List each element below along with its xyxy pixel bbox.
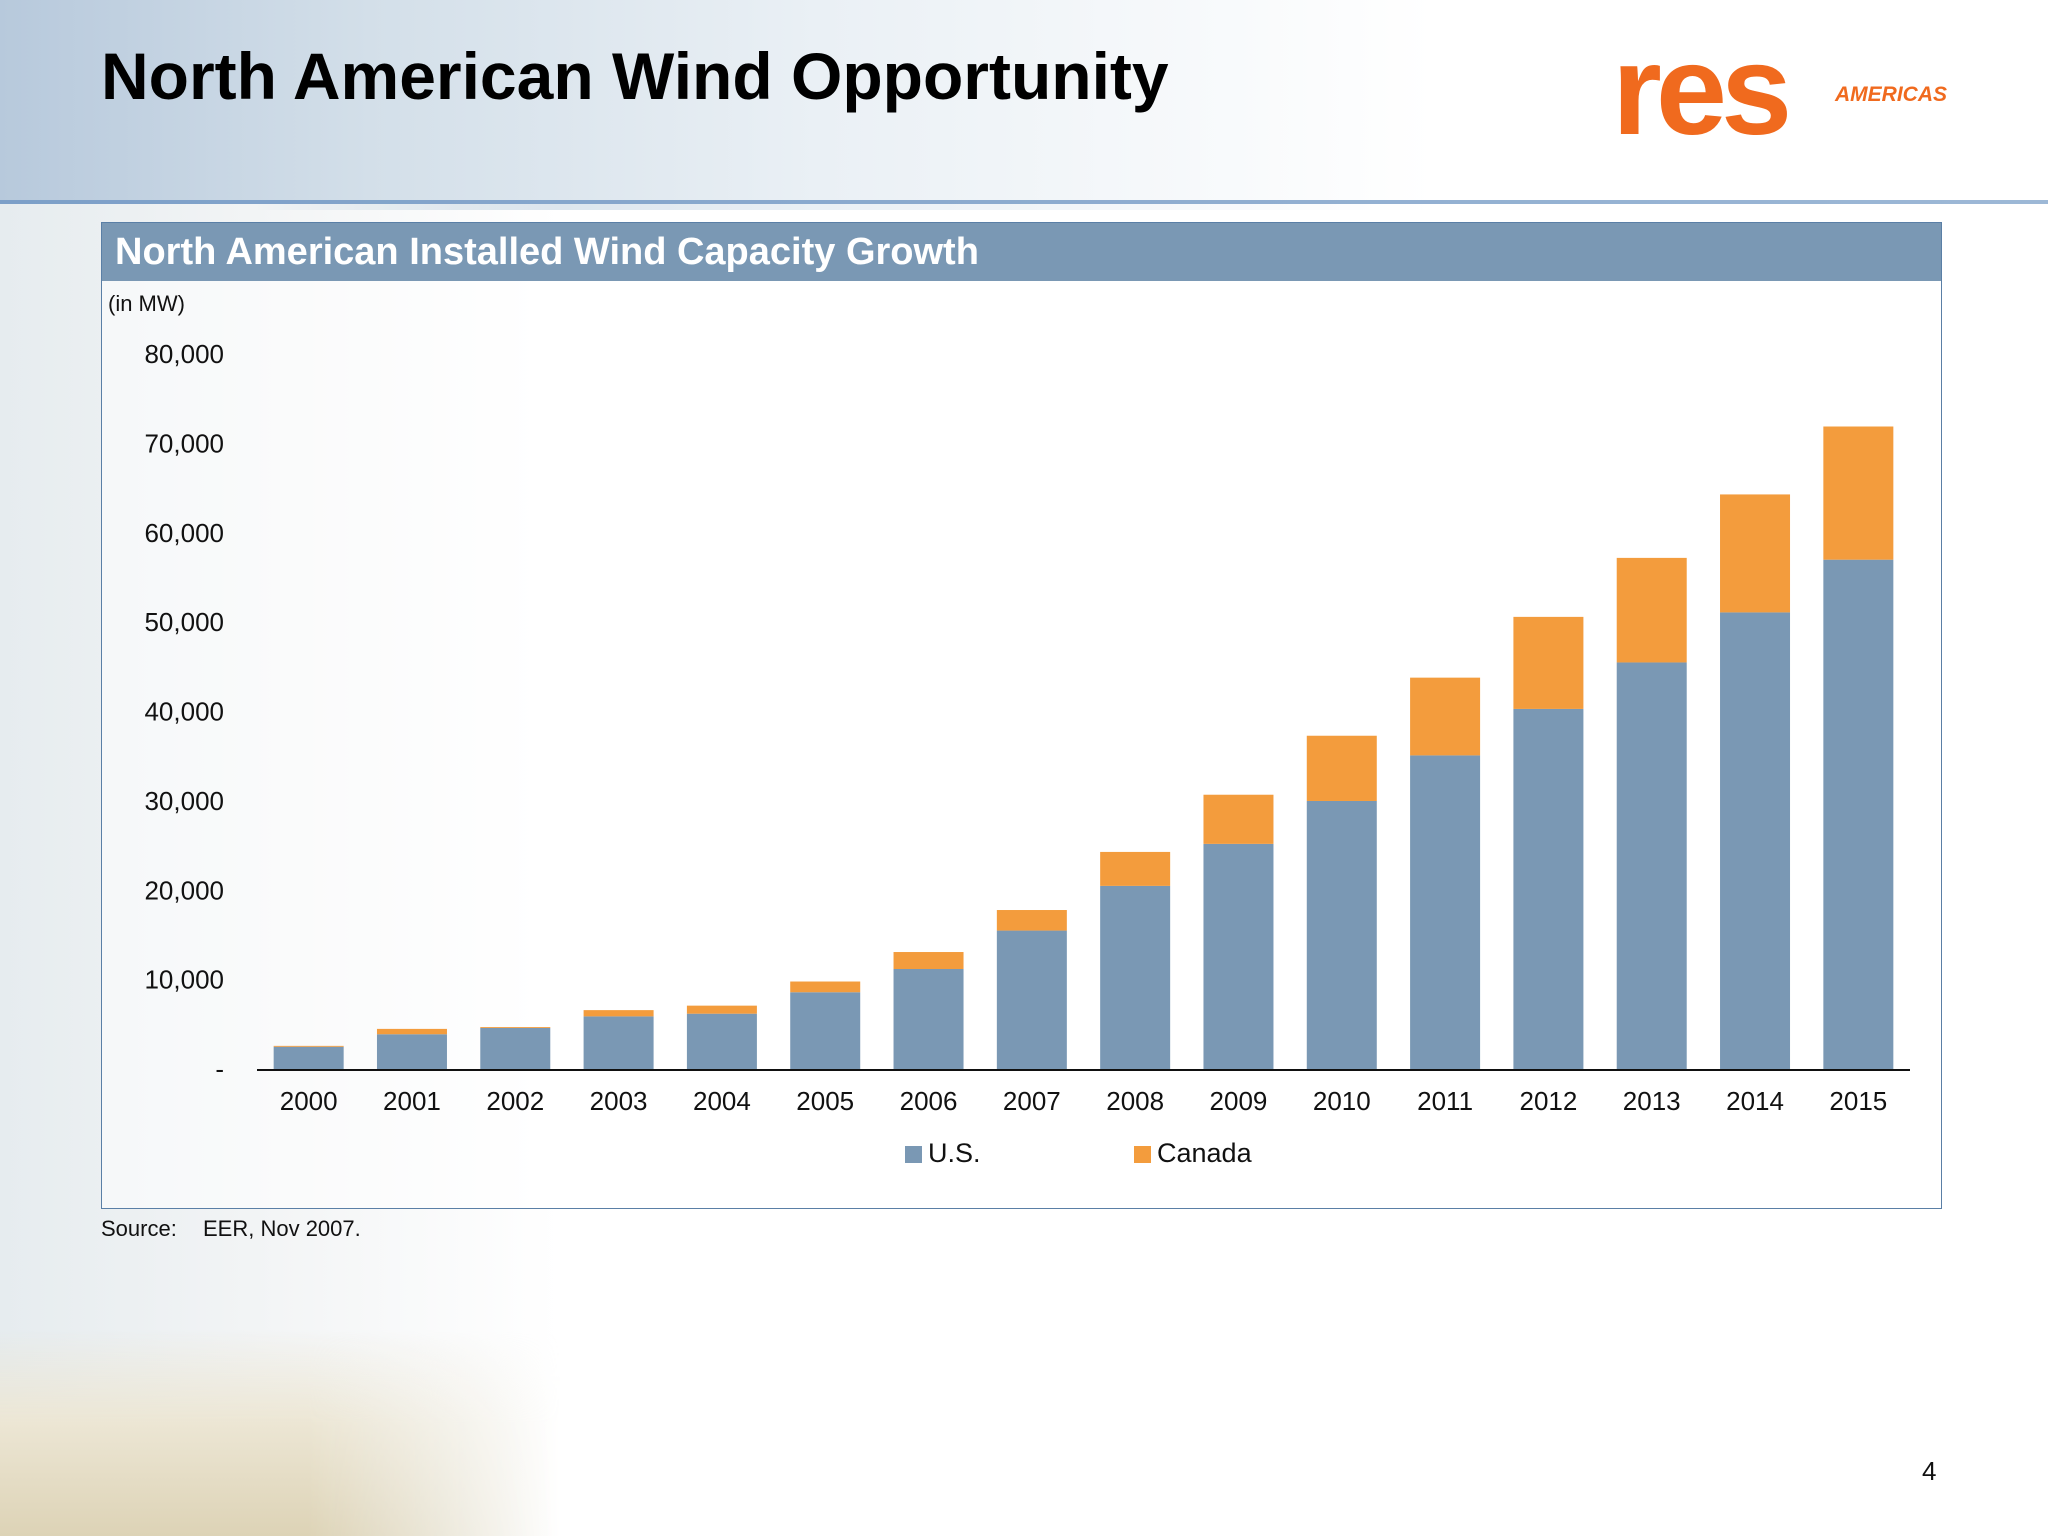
x-tick-label: 2014 <box>1726 1086 1784 1116</box>
bar-us <box>996 930 1067 1070</box>
y-tick-label: 30,000 <box>144 786 224 816</box>
x-tick-label: 2002 <box>486 1086 544 1116</box>
header-divider <box>0 200 2048 204</box>
logo-wordmark: res <box>1612 42 1787 152</box>
bar-canada <box>583 1010 654 1017</box>
y-tick-label: 60,000 <box>144 518 224 548</box>
res-americas-logo: res AMERICAS <box>1612 42 1947 152</box>
bar-canada <box>480 1027 551 1028</box>
bar-canada <box>1100 851 1171 886</box>
y-tick-label: - <box>215 1054 224 1084</box>
x-tick-label: 2011 <box>1417 1086 1473 1116</box>
legend-label-us: U.S. <box>928 1138 981 1168</box>
page-title: North American Wind Opportunity <box>101 39 1169 113</box>
y-tick-label: 70,000 <box>144 428 224 458</box>
legend-swatch-canada <box>1134 1146 1151 1163</box>
legend-swatch-us <box>905 1146 922 1163</box>
x-tick-label: 2004 <box>693 1086 751 1116</box>
bar-canada <box>1616 557 1687 663</box>
bar-canada <box>1306 735 1377 801</box>
x-tick-label: 2010 <box>1313 1086 1371 1116</box>
y-tick-label: 80,000 <box>144 339 224 369</box>
bar-canada <box>686 1005 757 1014</box>
x-tick-label: 2007 <box>1003 1086 1061 1116</box>
unit-label: (in MW) <box>108 291 185 316</box>
x-tick-label: 2005 <box>796 1086 854 1116</box>
bar-canada <box>1720 494 1791 613</box>
bar-canada <box>1823 426 1894 560</box>
bar-us <box>1306 800 1377 1070</box>
x-tick-label: 2015 <box>1829 1086 1887 1116</box>
bar-canada <box>790 981 861 993</box>
logo-subtext: AMERICAS <box>1834 83 1947 106</box>
x-tick-label: 2006 <box>900 1086 958 1116</box>
bar-canada <box>996 910 1067 931</box>
page-number: 4 <box>1922 1456 1937 1486</box>
y-tick-label: 40,000 <box>144 697 224 727</box>
bar-us <box>1513 708 1584 1070</box>
x-tick-label: 2008 <box>1106 1086 1164 1116</box>
bar-canada <box>1513 616 1584 709</box>
bar-chart: - 10,000 20,000 30,000 40,000 50,000 60,000 70,… <box>144 339 1910 1168</box>
y-tick-label: 50,000 <box>144 607 224 637</box>
bar-canada <box>1410 677 1481 756</box>
bar-us <box>893 969 964 1070</box>
x-tick-label: 2001 <box>383 1086 441 1116</box>
x-tick-label: 2003 <box>590 1086 648 1116</box>
bar-us <box>273 1046 344 1070</box>
bar-canada <box>1203 794 1274 844</box>
source-text: EER, Nov 2007. <box>203 1216 361 1241</box>
bar-canada <box>893 952 964 970</box>
x-tick-label: 2012 <box>1519 1086 1577 1116</box>
sky-background <box>0 0 2048 210</box>
chart-header: North American Installed Wind Capacity G… <box>102 223 1941 281</box>
y-tick-label: 10,000 <box>144 965 224 995</box>
x-tick-label: 2009 <box>1210 1086 1268 1116</box>
source-label: Source: <box>101 1216 177 1241</box>
bar-us <box>790 992 861 1070</box>
legend-label-canada: Canada <box>1157 1138 1253 1168</box>
bar-us <box>1616 662 1687 1070</box>
x-tick-label: 2000 <box>280 1086 338 1116</box>
y-tick-label: 20,000 <box>144 875 224 905</box>
chart-panel: North American Installed Wind Capacity G… <box>101 222 1942 1209</box>
chart-title: North American Installed Wind Capacity G… <box>115 231 979 273</box>
ground-background <box>0 1330 560 1536</box>
bar-us <box>1100 885 1171 1070</box>
bar-us <box>1203 843 1274 1070</box>
bar-us <box>376 1034 447 1070</box>
x-tick-label: 2013 <box>1623 1086 1681 1116</box>
bar-us <box>686 1013 757 1070</box>
bar-canada <box>376 1028 447 1035</box>
bar-us <box>480 1027 551 1070</box>
bar-canada <box>273 1045 344 1047</box>
bar-us <box>1410 755 1481 1070</box>
bar-us <box>1720 612 1791 1070</box>
bar-us <box>583 1016 654 1070</box>
bar-us <box>1823 559 1894 1070</box>
